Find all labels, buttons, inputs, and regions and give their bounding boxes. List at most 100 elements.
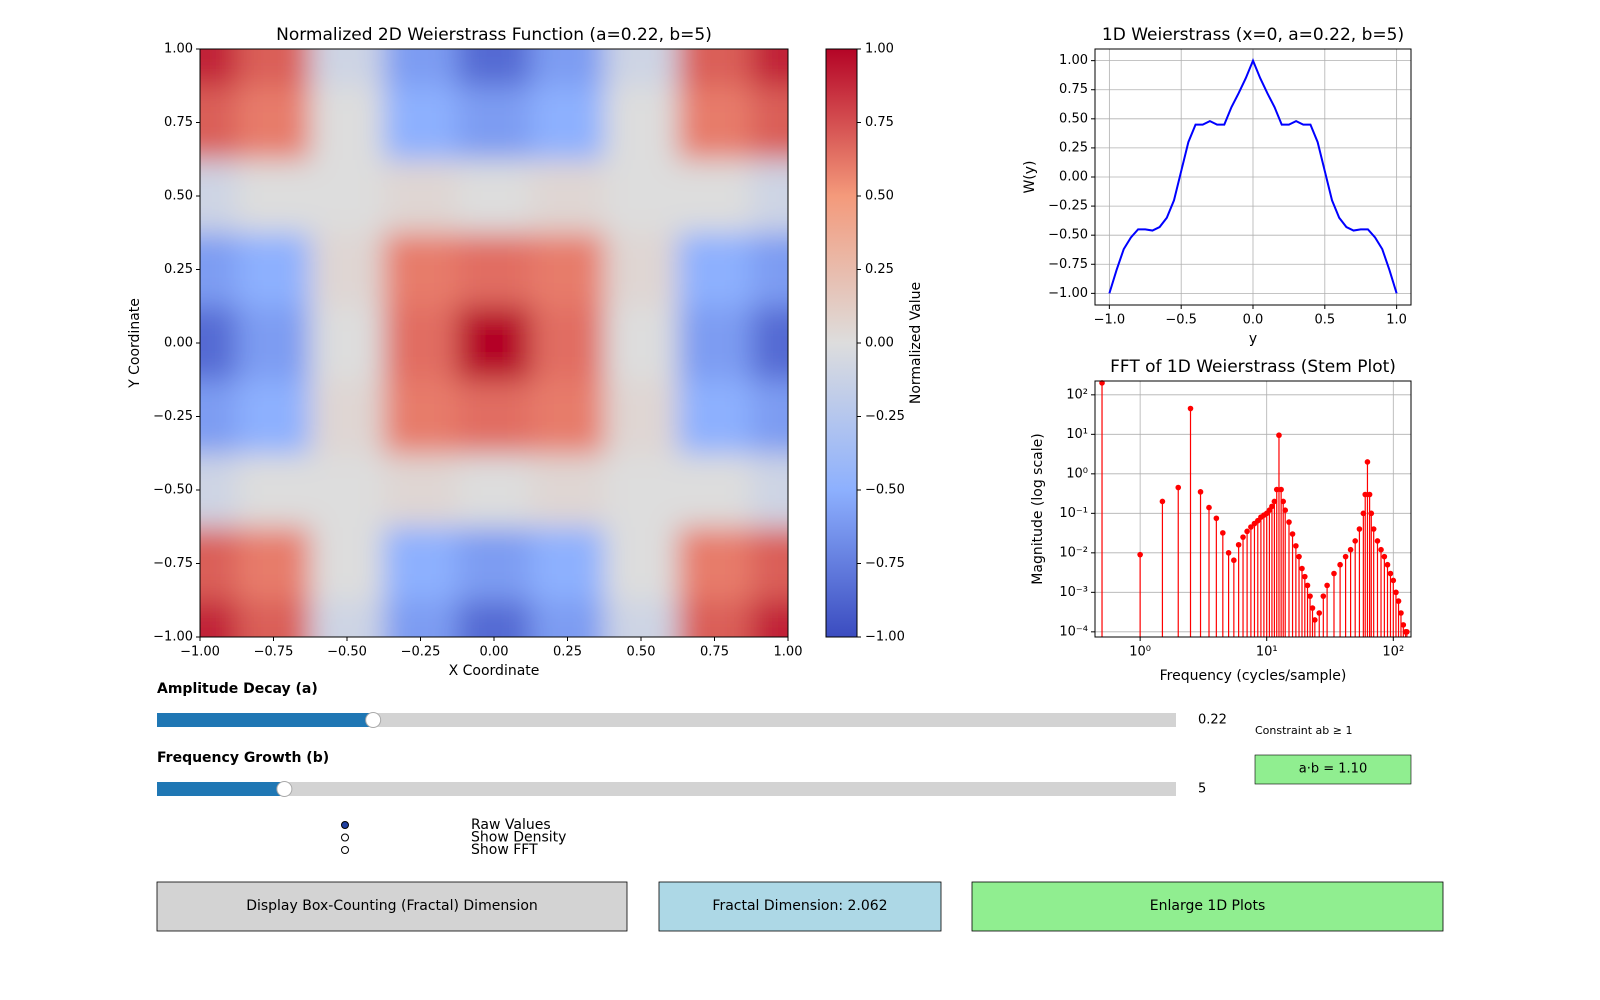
axes-frame bbox=[1094, 48, 1412, 306]
stem-marker bbox=[1159, 498, 1166, 505]
heatmap-cell bbox=[530, 49, 605, 87]
radio-button[interactable] bbox=[341, 821, 349, 829]
colorbar-tick-label: 0.25 bbox=[865, 262, 894, 277]
heatmap-cell bbox=[236, 526, 311, 601]
slider-value: 0.22 bbox=[1198, 713, 1227, 728]
heatmap-cell bbox=[383, 306, 458, 381]
slider-knob[interactable] bbox=[276, 781, 293, 797]
heatmap-cell bbox=[200, 526, 238, 601]
heatmap-cell bbox=[530, 453, 605, 528]
heatmap-cell bbox=[200, 159, 238, 234]
heatmap-cell bbox=[604, 85, 679, 160]
heatmap-cell bbox=[677, 379, 752, 454]
button-label[interactable]: Fractal Dimension: 2.062 bbox=[712, 898, 887, 914]
axes-background bbox=[1095, 381, 1411, 637]
y-tick-label: 0.75 bbox=[1059, 82, 1088, 97]
x-tick-label: 0.0 bbox=[1243, 313, 1264, 328]
stem-marker bbox=[1352, 538, 1358, 544]
stem-marker bbox=[1364, 459, 1371, 465]
colorbar-tick-label: −1.00 bbox=[865, 630, 905, 645]
y-tick-label: −0.50 bbox=[153, 483, 193, 498]
x-tick-label: −0.75 bbox=[254, 645, 294, 660]
heatmap-cell bbox=[310, 306, 385, 381]
stem-marker bbox=[1390, 577, 1397, 584]
heatmap-cell bbox=[383, 159, 458, 234]
colorbar bbox=[825, 48, 858, 638]
stem-marker bbox=[1220, 530, 1226, 536]
colorbar-tick-label: 1.00 bbox=[865, 42, 894, 57]
heatmap-cell bbox=[200, 232, 238, 307]
stem-marker bbox=[1137, 551, 1143, 558]
stem-marker bbox=[1374, 538, 1381, 544]
radio-label[interactable]: Show FFT bbox=[471, 842, 538, 858]
heatmap-cell bbox=[751, 306, 788, 381]
heatmap-cell bbox=[751, 85, 788, 160]
stem-marker bbox=[1225, 550, 1232, 556]
heatmap-cell bbox=[383, 232, 458, 307]
radio-label[interactable]: Show Density bbox=[471, 830, 566, 846]
heatmap-cell bbox=[236, 49, 311, 87]
heatmap-cell bbox=[457, 600, 532, 637]
heatmap-cell bbox=[751, 49, 788, 87]
stem-marker bbox=[1304, 582, 1311, 589]
heatmap-cell bbox=[530, 85, 605, 160]
heatmap-cell bbox=[236, 453, 311, 528]
x-tick-label: −0.25 bbox=[401, 645, 441, 660]
heatmap-cell bbox=[236, 306, 311, 381]
heatmap-cell bbox=[677, 232, 752, 307]
y-tick-label: −0.25 bbox=[153, 409, 193, 424]
button[interactable] bbox=[658, 881, 942, 932]
heatmap-cell bbox=[383, 49, 458, 87]
stem-marker bbox=[1309, 605, 1316, 611]
stem-marker bbox=[1206, 504, 1212, 511]
colorbar-tick-label: 0.75 bbox=[865, 115, 894, 130]
stem-marker bbox=[1337, 561, 1343, 568]
heatmap-cell bbox=[677, 306, 752, 381]
button[interactable] bbox=[971, 881, 1444, 932]
y-tick-label: 0.50 bbox=[1059, 111, 1088, 126]
chart-title: FFT of 1D Weierstrass (Stem Plot) bbox=[1110, 357, 1396, 377]
stem-marker bbox=[1289, 531, 1296, 537]
heatmap-cell bbox=[604, 526, 679, 601]
heatmap-cell bbox=[457, 306, 532, 381]
stem-marker bbox=[1331, 570, 1337, 577]
slider-track[interactable] bbox=[157, 713, 1176, 727]
stem-marker bbox=[1387, 570, 1394, 577]
heatmap-cell bbox=[677, 49, 752, 87]
button[interactable] bbox=[156, 881, 628, 932]
y-tick-label: 0.25 bbox=[1059, 140, 1088, 155]
stem-marker bbox=[1393, 589, 1399, 596]
y-tick-label: 0.00 bbox=[1059, 170, 1088, 185]
radio-label[interactable]: Raw Values bbox=[471, 817, 551, 833]
x-tick-label: −0.5 bbox=[1165, 313, 1197, 328]
y-tick-label: 10² bbox=[1066, 387, 1088, 402]
stem-marker bbox=[1378, 546, 1384, 553]
heatmap-cell bbox=[751, 232, 788, 307]
slider-label: Frequency Growth (b) bbox=[157, 750, 329, 766]
stem-marker bbox=[1276, 432, 1282, 439]
y-tick-label: 10⁻¹ bbox=[1059, 506, 1088, 521]
stem-marker bbox=[1381, 553, 1388, 560]
heatmap-cell bbox=[310, 453, 385, 528]
slider-knob[interactable] bbox=[365, 712, 382, 728]
heatmap-cell bbox=[383, 526, 458, 601]
colorbar-tick-label: −0.75 bbox=[865, 556, 905, 571]
heatmap-cell bbox=[200, 306, 238, 381]
constraint-status: a·b = 1.10 bbox=[1299, 762, 1367, 777]
radio-button[interactable] bbox=[341, 833, 349, 842]
axes-frame bbox=[1094, 380, 1412, 638]
x-tick-label: 10¹ bbox=[1256, 645, 1278, 660]
y-tick-label: −0.50 bbox=[1048, 228, 1088, 243]
x-tick-label: −1.0 bbox=[1094, 313, 1126, 328]
heatmap-cell bbox=[200, 600, 238, 637]
slider-track[interactable] bbox=[157, 782, 1176, 796]
heatmap-cell bbox=[236, 379, 311, 454]
radio-button[interactable] bbox=[341, 846, 349, 854]
colorbar-tick-label: −0.25 bbox=[865, 409, 905, 424]
chart-title: 1D Weierstrass (x=0, a=0.22, b=5) bbox=[1102, 25, 1404, 45]
button-label[interactable]: Display Box-Counting (Fractal) Dimension bbox=[246, 898, 538, 914]
heatmap-cell bbox=[310, 600, 385, 637]
heatmap-cell bbox=[604, 453, 679, 528]
button-label[interactable]: Enlarge 1D Plots bbox=[1150, 898, 1265, 914]
